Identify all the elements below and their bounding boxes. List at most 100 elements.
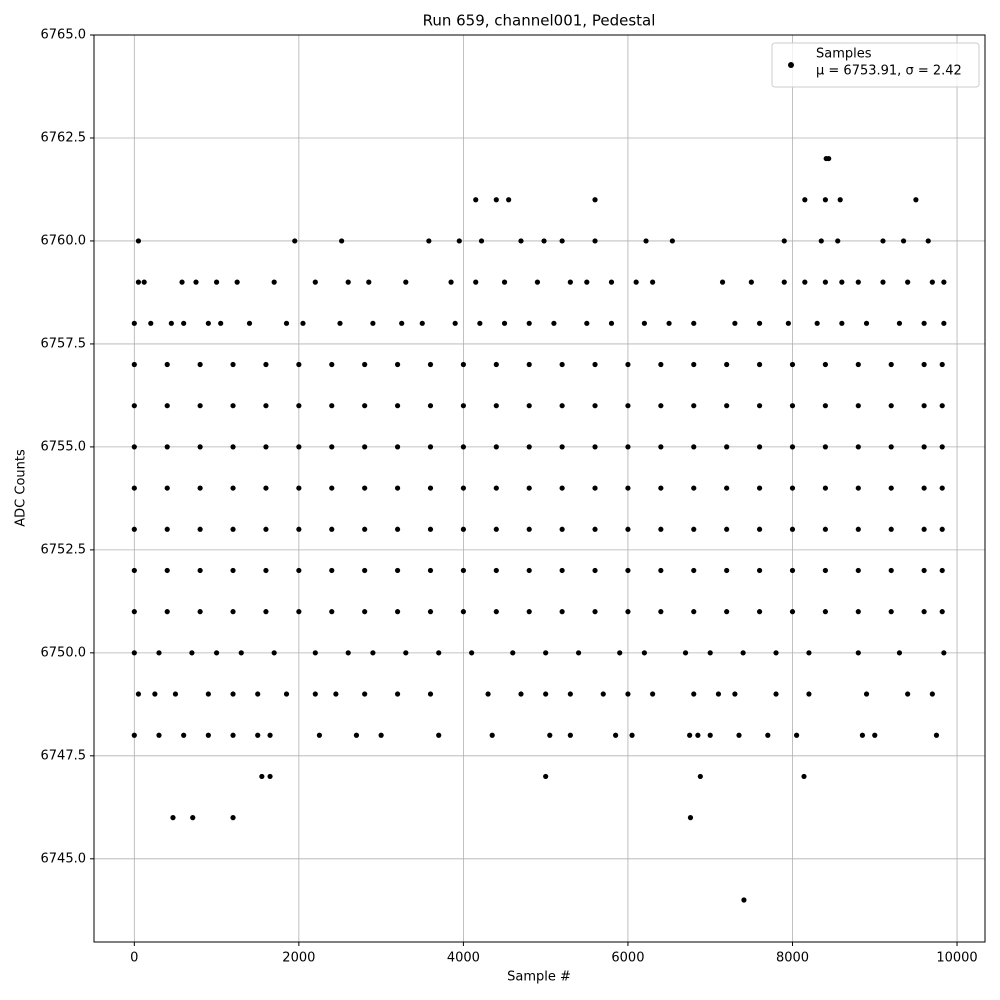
point: [756, 320, 763, 326]
point: [822, 485, 828, 491]
point: [403, 279, 409, 285]
point: [230, 403, 236, 409]
point: [164, 444, 170, 450]
point: [625, 609, 631, 615]
point: [888, 609, 894, 615]
point: [427, 444, 434, 450]
point: [197, 444, 203, 450]
point: [230, 526, 236, 532]
point: [592, 197, 598, 203]
point: [345, 650, 351, 656]
point: [283, 320, 290, 326]
point: [567, 732, 573, 738]
point: [230, 815, 236, 821]
point: [724, 403, 730, 409]
point: [543, 773, 549, 780]
point: [600, 691, 606, 697]
x-tick-label: 8000: [776, 951, 809, 966]
point: [181, 732, 187, 738]
point: [658, 485, 664, 491]
point: [478, 238, 485, 244]
point: [448, 279, 454, 285]
point: [724, 526, 730, 532]
point: [625, 691, 631, 697]
point: [814, 320, 820, 326]
point: [526, 403, 532, 409]
point: [329, 526, 335, 532]
point: [135, 238, 142, 244]
point: [362, 361, 368, 368]
point: [148, 320, 154, 326]
point: [818, 238, 824, 244]
point: [197, 485, 203, 491]
point: [592, 609, 598, 615]
point: [362, 444, 368, 450]
point: [682, 650, 689, 656]
point: [489, 732, 495, 738]
point: [724, 361, 730, 368]
point: [551, 320, 557, 326]
y-tick-label: 6760.0: [41, 233, 87, 248]
point: [839, 279, 845, 285]
point: [559, 567, 565, 574]
point: [806, 650, 812, 656]
chart-title: Run 659, channel001, Pedestal: [423, 12, 656, 30]
point: [905, 279, 911, 285]
point: [493, 361, 499, 368]
point: [687, 732, 693, 738]
point: [230, 485, 236, 491]
point: [427, 403, 434, 409]
point: [939, 403, 945, 409]
point: [613, 732, 619, 738]
point: [296, 609, 302, 615]
point: [526, 444, 532, 450]
point: [230, 609, 236, 615]
point: [855, 567, 861, 574]
point: [939, 567, 945, 574]
point: [789, 526, 796, 532]
point: [691, 361, 697, 368]
point: [164, 526, 170, 532]
point: [329, 485, 335, 491]
point: [263, 361, 269, 368]
point: [592, 526, 598, 532]
point: [888, 403, 894, 409]
point: [526, 485, 532, 491]
point: [625, 485, 631, 491]
x-axis-label: Sample #: [507, 970, 571, 985]
point: [802, 279, 808, 285]
point: [131, 403, 137, 409]
point: [925, 238, 931, 244]
point: [695, 732, 701, 738]
point: [941, 320, 947, 326]
point: [131, 444, 137, 450]
point: [567, 691, 573, 697]
point: [263, 444, 269, 450]
point: [756, 526, 763, 532]
point: [559, 485, 565, 491]
point: [197, 361, 203, 368]
point: [707, 732, 713, 738]
point: [493, 485, 499, 491]
point: [394, 444, 401, 450]
point: [822, 526, 828, 532]
x-tick-label: 2000: [282, 951, 315, 966]
point: [855, 444, 861, 450]
point: [837, 197, 843, 203]
point: [131, 485, 137, 491]
point: [526, 526, 532, 532]
point: [263, 485, 269, 491]
point: [506, 197, 512, 203]
point: [855, 526, 861, 532]
point: [436, 732, 442, 738]
y-tick-label: 6750.0: [41, 645, 87, 660]
point: [732, 320, 738, 326]
y-tick-label: 6765.0: [41, 28, 87, 43]
point: [575, 650, 582, 656]
point: [255, 691, 261, 697]
point: [164, 485, 170, 491]
point: [218, 320, 224, 326]
point: [452, 320, 458, 326]
point: [181, 320, 187, 326]
point: [329, 444, 335, 450]
